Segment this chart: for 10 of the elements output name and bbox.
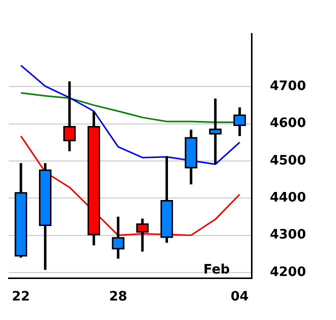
y-tick-label: 4700 xyxy=(270,78,306,94)
y-tick-label: 4600 xyxy=(270,116,306,132)
annotation: Feb xyxy=(203,262,230,278)
x-tick-label: 22 xyxy=(12,290,30,305)
y-tick-label: 4300 xyxy=(270,228,306,243)
x-tick-label: 28 xyxy=(109,290,128,305)
x-tick-label: 04 xyxy=(230,290,249,305)
y-tick-label: 4400 xyxy=(270,190,306,206)
y-tick-label: 4500 xyxy=(270,153,306,168)
y-tick-label: 4200 xyxy=(270,264,306,280)
